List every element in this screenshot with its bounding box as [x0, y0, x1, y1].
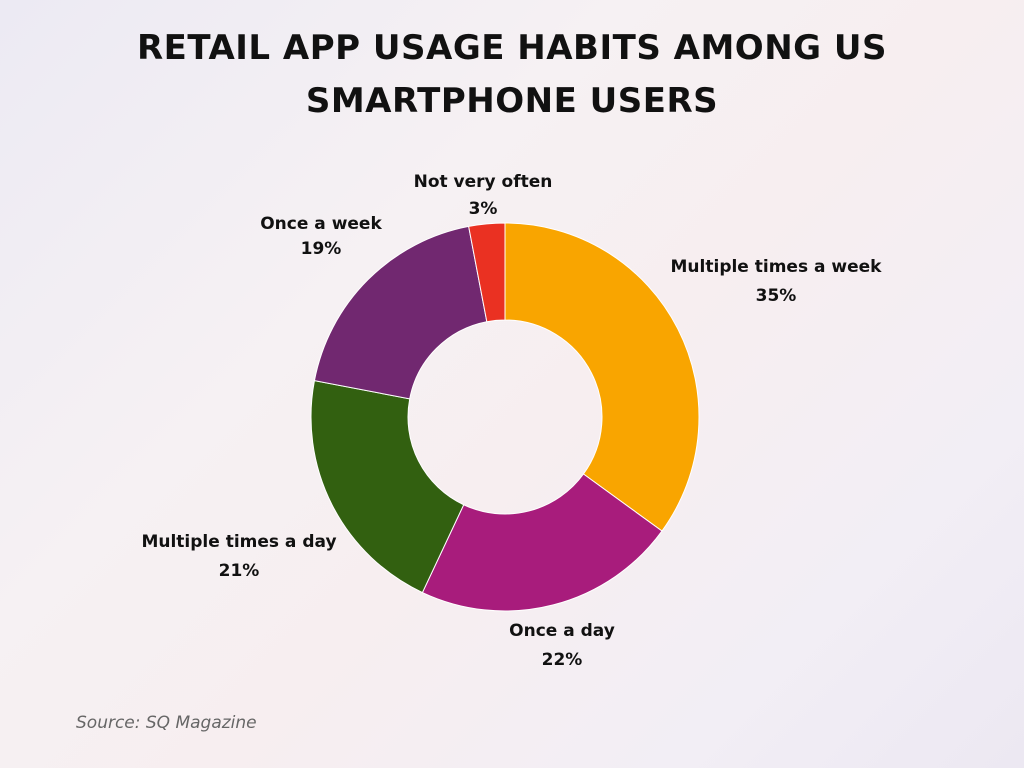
slice-multiple-times-a-day — [310, 380, 465, 594]
slice-value-multiple-times-a-day: 21% — [219, 561, 260, 581]
slice-label-not-very-often: Not very often — [414, 172, 553, 192]
slice-value-once-a-day: 22% — [542, 650, 583, 670]
donut-slices — [310, 222, 700, 612]
slice-label-multiple-times-a-day: Multiple times a day — [141, 532, 336, 552]
slice-once-a-week — [313, 225, 488, 400]
chart-title: RETAIL APP USAGE HABITS AMONG US SMARTPH… — [0, 22, 1024, 128]
slice-value-multiple-times-a-week: 35% — [756, 286, 797, 306]
slice-label-once-a-week: Once a week — [260, 214, 382, 234]
slice-label-once-a-day: Once a day — [509, 621, 615, 641]
chart-title-line-2: SMARTPHONE USERS — [305, 81, 719, 121]
slice-value-once-a-week: 19% — [301, 239, 342, 259]
slice-labels: Multiple times a week 35% Once a day 22% Mul… — [141, 172, 882, 670]
chart-title-line-1: RETAIL APP USAGE HABITS AMONG US — [137, 28, 887, 68]
source-note: Source: SQ Magazine — [76, 713, 257, 733]
slice-label-multiple-times-a-week: Multiple times a week — [671, 257, 883, 277]
slice-multiple-times-a-week — [504, 222, 700, 532]
slice-value-not-very-often: 3% — [469, 199, 498, 219]
slice-not-very-often — [468, 222, 506, 323]
slice-once-a-day — [421, 473, 663, 612]
